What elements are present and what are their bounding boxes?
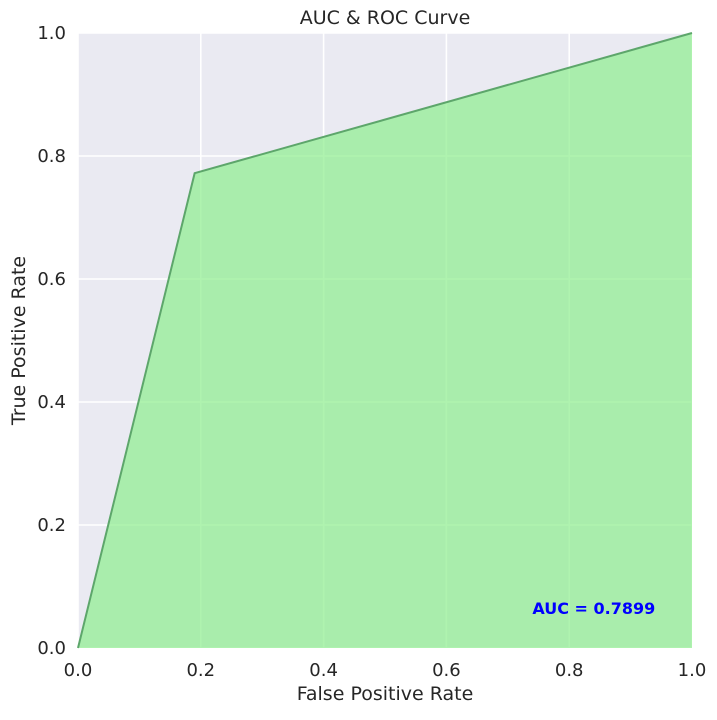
- y-tick-label: 0.2: [37, 515, 66, 536]
- x-tick-label: 1.0: [678, 660, 707, 681]
- x-tick-label: 0.2: [186, 660, 215, 681]
- x-tick-label: 0.4: [309, 660, 338, 681]
- x-axis-label: False Positive Rate: [297, 683, 474, 705]
- x-tick-label: 0.8: [555, 660, 584, 681]
- roc-area-fill: [78, 33, 692, 648]
- roc-curve-line: [77, 32, 693, 649]
- y-tick-label: 0.8: [37, 146, 66, 167]
- y-tick-label: 1.0: [37, 23, 66, 44]
- x-tick-label: 0.0: [64, 660, 93, 681]
- auc-annotation: AUC = 0.7899: [532, 599, 655, 618]
- y-tick-label: 0.6: [37, 269, 66, 290]
- x-tick-label: 0.6: [432, 660, 461, 681]
- chart-title: AUC & ROC Curve: [300, 7, 471, 29]
- y-tick-labels: 0.0 0.2 0.4 0.6 0.8 1.0: [37, 23, 66, 659]
- x-tick-labels: 0.0 0.2 0.4 0.6 0.8 1.0: [64, 660, 707, 681]
- y-tick-label: 0.4: [37, 392, 66, 413]
- y-tick-label: 0.0: [37, 638, 66, 659]
- y-axis-label: True Positive Rate: [8, 256, 30, 426]
